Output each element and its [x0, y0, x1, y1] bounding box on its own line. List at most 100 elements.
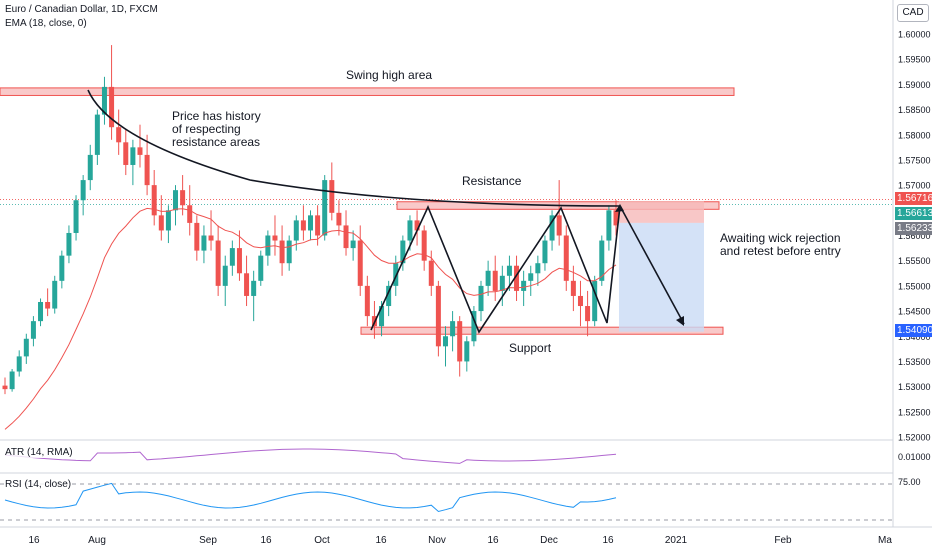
candle-body — [563, 235, 569, 281]
price-tick-label: 1.52500 — [898, 407, 931, 417]
candle-body — [236, 248, 242, 274]
price-tick-label: 1.58000 — [898, 130, 931, 140]
candle-body — [450, 321, 456, 337]
candle-body — [272, 235, 278, 241]
time-tick-label: Dec — [540, 535, 558, 546]
price-tag-ema: 1.56233 — [895, 222, 932, 235]
candle-body — [180, 190, 186, 206]
candle-body — [251, 280, 257, 296]
candle-body — [144, 154, 150, 186]
candle-body — [9, 371, 15, 390]
candle-body — [343, 225, 349, 249]
candle-body — [109, 86, 115, 128]
time-tick-label: Ma — [878, 535, 892, 546]
price-tick-label: 1.60000 — [898, 30, 931, 40]
price-tag-target: 1.54090 — [895, 324, 932, 337]
candle-body — [222, 265, 228, 286]
candle-body — [428, 260, 434, 286]
candle-body — [386, 285, 392, 307]
candle-body — [59, 255, 65, 281]
candle-body — [38, 301, 44, 322]
candle-body — [279, 240, 285, 264]
candle-body — [485, 270, 491, 286]
price-tick-label: 1.56000 — [898, 231, 931, 241]
candle-body — [464, 341, 470, 362]
candle-body — [499, 275, 505, 291]
candle-body — [577, 295, 583, 307]
price-tick-label: 1.57500 — [898, 155, 931, 165]
ema-line — [4, 207, 617, 430]
history-note-line1: Price has history — [172, 109, 261, 123]
candle-body — [414, 220, 420, 231]
candle-body — [478, 285, 484, 312]
zone-support — [360, 326, 724, 335]
candle-body — [471, 311, 477, 342]
history-note: Price has history of respecting resistan… — [172, 110, 261, 149]
rsi-line — [4, 482, 617, 513]
candle-body — [116, 127, 122, 143]
support-label: Support — [509, 341, 552, 355]
price-tick-label: 1.55500 — [898, 256, 931, 266]
resistance-curve — [87, 89, 621, 207]
price-tick-label: 1.58500 — [898, 105, 931, 115]
reward-box — [619, 222, 704, 332]
time-tick-label: 16 — [260, 535, 272, 546]
symbol-title[interactable]: Euro / Canadian Dollar, 1D, FXCM — [5, 4, 158, 15]
ema-legend[interactable]: EMA (18, close, 0) — [5, 18, 87, 29]
candle-body — [73, 200, 79, 233]
resistance-label: Resistance — [462, 174, 522, 188]
candle-body — [336, 212, 342, 226]
candle-body — [315, 215, 321, 236]
candle-body — [137, 147, 143, 155]
awaiting-note-line2: and retest before entry — [720, 244, 841, 258]
swing-high-label: Swing high area — [346, 68, 433, 82]
candle-body — [393, 263, 399, 286]
candle-body — [322, 180, 328, 236]
time-tick-label: Oct — [314, 535, 330, 546]
price-tick-label: 1.53000 — [898, 382, 931, 392]
candle-body — [514, 265, 520, 291]
atr-axis-label: 0.01000 — [898, 452, 931, 462]
candle-body — [229, 248, 235, 266]
history-note-line3: resistance areas — [172, 135, 261, 149]
candle-body — [585, 306, 591, 322]
candle-body — [94, 114, 100, 155]
price-tick-label: 1.59000 — [898, 80, 931, 90]
candle-body — [592, 280, 598, 322]
time-tick-label: Feb — [774, 535, 792, 546]
rsi-legend[interactable]: RSI (14, close) — [5, 479, 72, 490]
price-tick-label: 1.55000 — [898, 281, 931, 291]
candle-body — [599, 240, 605, 281]
candle-body — [201, 235, 207, 251]
candle-body — [421, 230, 427, 261]
candle-body — [52, 280, 58, 309]
candle-body — [151, 185, 157, 216]
candle-body — [45, 301, 51, 309]
candle-body — [30, 321, 36, 339]
currency-button[interactable]: CAD — [897, 4, 929, 22]
candle-body — [542, 240, 548, 264]
time-tick-label: Aug — [88, 535, 106, 546]
candle-body — [258, 255, 264, 281]
candle-body — [492, 270, 498, 291]
candle-body — [293, 220, 299, 241]
atr-legend[interactable]: ATR (14, RMA) — [5, 447, 73, 458]
price-tick-label: 1.52000 — [898, 433, 931, 443]
candle-body — [66, 232, 72, 256]
candle-body — [2, 385, 8, 390]
time-tick-label: 16 — [28, 535, 40, 546]
candle-body — [528, 273, 534, 281]
candle-body — [442, 336, 448, 347]
candle-body — [80, 180, 86, 201]
time-tick-label: Sep — [199, 535, 217, 546]
candle-body — [286, 240, 292, 264]
history-note-line2: of respecting — [172, 122, 241, 136]
time-tick-label: 2021 — [665, 535, 688, 546]
candles-group — [2, 45, 619, 395]
candle-body — [606, 210, 612, 241]
candle-body — [407, 220, 413, 241]
candle-body — [23, 338, 29, 357]
candle-body — [357, 240, 363, 286]
